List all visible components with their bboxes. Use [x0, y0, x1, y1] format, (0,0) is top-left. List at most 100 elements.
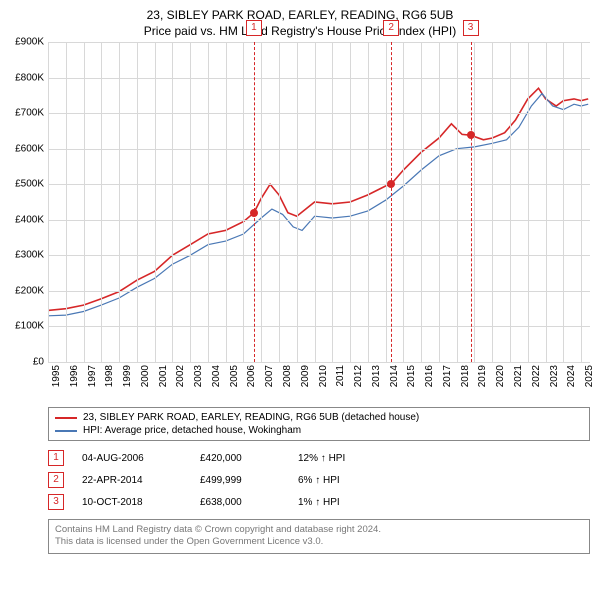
x-axis-label: 2016: [424, 365, 435, 387]
sale-marker-box: 2: [383, 20, 399, 36]
x-axis-label: 2012: [353, 365, 364, 387]
y-axis-label: £700K: [4, 108, 44, 119]
sale-vs-hpi: 12% ↑ HPI: [298, 453, 398, 464]
y-axis-label: £300K: [4, 250, 44, 261]
y-gridline: [48, 42, 590, 43]
x-axis-label: 2021: [513, 365, 524, 387]
x-gridline: [528, 42, 529, 362]
legend-swatch: [55, 430, 77, 432]
chart-container: 23, SIBLEY PARK ROAD, EARLEY, READING, R…: [0, 0, 600, 554]
x-gridline: [190, 42, 191, 362]
legend: 23, SIBLEY PARK ROAD, EARLEY, READING, R…: [48, 407, 590, 441]
x-axis-label: 2019: [477, 365, 488, 387]
sale-marker-dot: [250, 209, 258, 217]
y-gridline: [48, 220, 590, 221]
sale-index-box: 3: [48, 494, 64, 510]
x-axis-label: 2018: [460, 365, 471, 387]
title-subtitle: Price paid vs. HM Land Registry's House …: [0, 24, 600, 38]
sale-marker-line: [471, 42, 472, 362]
x-gridline: [155, 42, 156, 362]
x-axis-label: 2010: [318, 365, 329, 387]
footer-line: Contains HM Land Registry data © Crown c…: [55, 524, 583, 536]
x-axis-label: 2007: [264, 365, 275, 387]
x-gridline: [48, 42, 49, 362]
legend-item: 23, SIBLEY PARK ROAD, EARLEY, READING, R…: [55, 411, 583, 424]
y-gridline: [48, 291, 590, 292]
sale-index-box: 2: [48, 472, 64, 488]
sale-index-box: 1: [48, 450, 64, 466]
y-axis-label: £900K: [4, 37, 44, 48]
y-axis-label: £500K: [4, 179, 44, 190]
x-axis-label: 1995: [51, 365, 62, 387]
sale-date: 04-AUG-2006: [82, 453, 182, 464]
x-axis-label: 2014: [389, 365, 400, 387]
x-axis-label: 2023: [549, 365, 560, 387]
x-gridline: [368, 42, 369, 362]
y-gridline: [48, 255, 590, 256]
chart-lines-svg: [48, 42, 590, 362]
x-axis-label: 2002: [175, 365, 186, 387]
x-axis-label: 2003: [193, 365, 204, 387]
sale-marker-line: [254, 42, 255, 362]
x-axis-label: 2009: [300, 365, 311, 387]
y-axis-label: £400K: [4, 214, 44, 225]
x-gridline: [172, 42, 173, 362]
x-axis-label: 2013: [371, 365, 382, 387]
x-gridline: [332, 42, 333, 362]
x-axis-label: 1999: [122, 365, 133, 387]
legend-label: HPI: Average price, detached house, Woki…: [83, 425, 301, 436]
x-axis-label: 2004: [211, 365, 222, 387]
x-axis-label: 1996: [69, 365, 80, 387]
x-axis-label: 2011: [335, 365, 346, 387]
sales-row: 1 04-AUG-2006 £420,000 12% ↑ HPI: [48, 447, 590, 469]
y-gridline: [48, 326, 590, 327]
x-gridline: [84, 42, 85, 362]
x-gridline: [243, 42, 244, 362]
x-axis-label: 2015: [406, 365, 417, 387]
series-hpi: [48, 94, 588, 316]
x-gridline: [226, 42, 227, 362]
x-axis-label: 2008: [282, 365, 293, 387]
x-gridline: [403, 42, 404, 362]
x-gridline: [119, 42, 120, 362]
attribution-footer: Contains HM Land Registry data © Crown c…: [48, 519, 590, 554]
sale-date: 10-OCT-2018: [82, 497, 182, 508]
x-gridline: [101, 42, 102, 362]
x-gridline: [563, 42, 564, 362]
x-gridline: [350, 42, 351, 362]
title-address: 23, SIBLEY PARK ROAD, EARLEY, READING, R…: [0, 8, 600, 22]
y-gridline: [48, 113, 590, 114]
x-axis-label: 2022: [531, 365, 542, 387]
sale-marker-dot: [387, 180, 395, 188]
x-gridline: [439, 42, 440, 362]
sale-vs-hpi: 1% ↑ HPI: [298, 497, 398, 508]
sale-price: £420,000: [200, 453, 280, 464]
x-gridline: [457, 42, 458, 362]
x-gridline: [510, 42, 511, 362]
x-gridline: [315, 42, 316, 362]
x-axis-label: 1997: [87, 365, 98, 387]
sale-marker-line: [391, 42, 392, 362]
chart-plot-area: £0£100K£200K£300K£400K£500K£600K£700K£80…: [48, 42, 590, 363]
legend-swatch: [55, 417, 77, 419]
sales-row: 310-OCT-2018£638,0001% ↑ HPI: [48, 491, 590, 513]
sale-price: £499,999: [200, 475, 280, 486]
legend-item: HPI: Average price, detached house, Woki…: [55, 424, 583, 437]
x-gridline: [546, 42, 547, 362]
y-gridline: [48, 149, 590, 150]
x-gridline: [386, 42, 387, 362]
x-axis-label: 2025: [584, 365, 595, 387]
series-property: [48, 88, 588, 310]
y-axis-label: £600K: [4, 143, 44, 154]
title-block: 23, SIBLEY PARK ROAD, EARLEY, READING, R…: [0, 0, 600, 42]
x-gridline: [492, 42, 493, 362]
sale-vs-hpi: 6% ↑ HPI: [298, 475, 398, 486]
sale-marker-box: 3: [463, 20, 479, 36]
x-gridline: [66, 42, 67, 362]
x-gridline: [137, 42, 138, 362]
legend-label: 23, SIBLEY PARK ROAD, EARLEY, READING, R…: [83, 412, 419, 423]
y-axis-label: £0: [4, 357, 44, 368]
y-gridline: [48, 184, 590, 185]
y-gridline: [48, 78, 590, 79]
sales-row: 222-APR-2014£499,9996% ↑ HPI: [48, 469, 590, 491]
